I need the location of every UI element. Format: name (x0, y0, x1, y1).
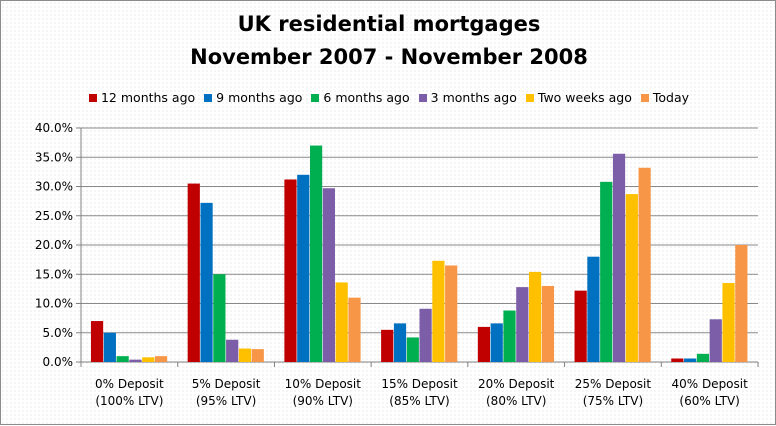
legend-item: Two weeks ago (525, 90, 632, 105)
x-tick-label: 20% Deposit (478, 377, 555, 391)
chart-title-line-1: UK residential mortgages (237, 12, 541, 36)
bar (116, 356, 129, 362)
bar (735, 245, 748, 362)
bar (90, 321, 104, 362)
legend-item: Today (640, 90, 690, 105)
x-tick-label: 40% Deposit (671, 377, 748, 391)
y-tick-label: 20.0% (35, 238, 73, 252)
bar (251, 349, 264, 362)
bar (322, 188, 335, 362)
bar (154, 356, 168, 362)
legend-swatch (311, 93, 320, 102)
bar (490, 323, 503, 362)
y-tick-label: 15.0% (35, 267, 73, 281)
x-tick-label: 0% Deposit (95, 377, 164, 391)
legend-item: 3 months ago (418, 90, 517, 105)
x-tick-label: 5% Deposit (192, 377, 261, 391)
legend-item: 12 months ago (88, 90, 196, 105)
bar (432, 260, 445, 362)
bar (477, 326, 491, 362)
bar (381, 329, 394, 362)
bar (103, 332, 116, 362)
bar (348, 297, 361, 362)
bar (638, 167, 651, 362)
x-tick-label: 15% Deposit (381, 377, 458, 391)
bar (297, 174, 310, 362)
bar (200, 202, 213, 362)
bar (406, 337, 419, 362)
bar (612, 153, 626, 362)
y-tick-label: 30.0% (35, 180, 73, 194)
y-tick-label: 35.0% (35, 150, 73, 164)
y-tick-label: 0.0% (43, 355, 74, 369)
legend-item: 6 months ago (311, 90, 410, 105)
bar (625, 194, 638, 362)
bar (284, 179, 297, 362)
bar (129, 359, 142, 362)
x-tick-label: 10% Deposit (285, 377, 362, 391)
legend-swatch (88, 93, 97, 102)
y-tick-label: 40.0% (35, 121, 73, 135)
bar (600, 181, 613, 362)
bar (503, 310, 516, 362)
bar (393, 323, 407, 362)
y-tick-label: 10.0% (35, 297, 73, 311)
legend-swatch (640, 93, 649, 102)
x-tick-label: (80% LTV) (486, 394, 546, 408)
bar (419, 308, 432, 362)
bar (516, 287, 529, 362)
y-tick-label: 5.0% (43, 326, 74, 340)
bar (696, 353, 710, 362)
bar (529, 271, 542, 362)
x-tick-label: (85% LTV) (389, 394, 449, 408)
legend-label: 9 months ago (216, 90, 303, 105)
legend: 12 months ago 9 months ago 6 months ago 3 m… (1, 90, 776, 105)
legend-swatch (525, 93, 534, 102)
legend-item: 9 months ago (204, 90, 302, 105)
bar (226, 339, 239, 362)
bar (587, 256, 600, 362)
legend-label: 6 months ago (323, 90, 410, 105)
x-tick-label: (60% LTV) (679, 394, 739, 408)
bar (142, 357, 155, 362)
legend-swatch (418, 93, 427, 102)
bar (574, 290, 587, 362)
legend-label: Today (652, 90, 690, 105)
x-tick-label: 25% Deposit (575, 377, 652, 391)
legend-label: Two weeks ago (537, 90, 632, 105)
y-tick-label: 25.0% (35, 209, 73, 223)
x-tick-label: (90% LTV) (293, 394, 353, 408)
bar (671, 358, 684, 362)
bar (709, 319, 722, 362)
chart-title-line-2: November 2007 - November 2008 (190, 45, 588, 69)
bar (541, 285, 555, 362)
bar (309, 145, 323, 362)
legend-swatch (204, 93, 213, 102)
legend-label: 3 months ago (430, 90, 517, 105)
x-tick-label: (100% LTV) (95, 394, 163, 408)
bar (335, 282, 348, 362)
bar (238, 348, 252, 362)
bar (445, 265, 458, 362)
legend-label: 12 months ago (100, 90, 196, 105)
x-tick-label: (95% LTV) (196, 394, 256, 408)
bar (684, 358, 697, 362)
bar (213, 274, 226, 362)
bar (187, 183, 200, 362)
bar (722, 283, 735, 362)
x-tick-label: (75% LTV) (583, 394, 643, 408)
